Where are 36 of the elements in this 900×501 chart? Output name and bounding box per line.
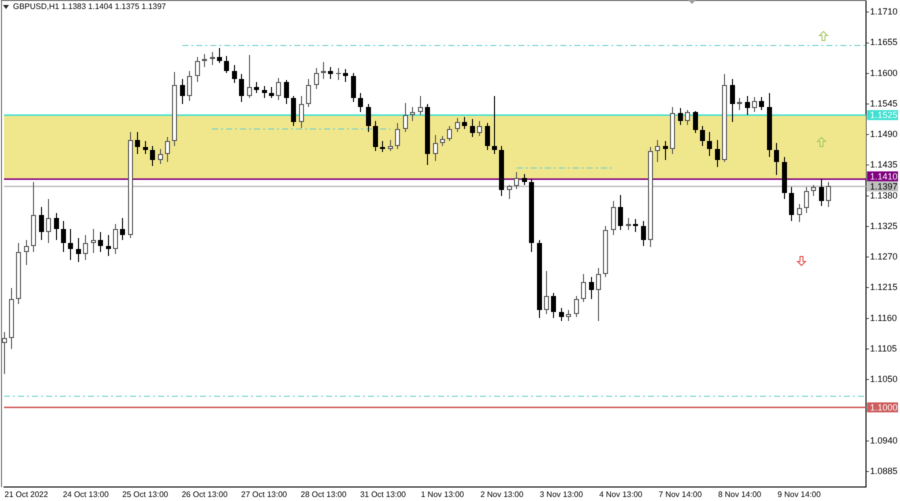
x-tick-label: 24 Oct 13:00 xyxy=(62,490,110,500)
x-tick-label: 8 Nov 14:00 xyxy=(718,490,762,500)
y-tick-label: 1.1710 xyxy=(870,6,898,17)
y-tick-label: 1.1160 xyxy=(870,312,897,323)
y-tick-label: 1.1545 xyxy=(870,98,898,108)
ref-line-label: 1.1525 xyxy=(870,110,898,120)
x-tick-label: 2 Nov 13:00 xyxy=(480,490,524,500)
x-tick-label: 21 Oct 2022 xyxy=(4,490,49,500)
chart-title: GBPUSD,H1 1.1383 1.1404 1.1375 1.1397 xyxy=(13,2,166,11)
x-tick-label: 7 Nov 14:00 xyxy=(658,490,702,500)
y-tick-label: 1.0885 xyxy=(870,466,898,476)
x-tick-label: 1 Nov 13:00 xyxy=(420,490,465,500)
x-tick-label: 28 Oct 13:00 xyxy=(300,490,347,500)
y-tick-label: 1.1490 xyxy=(870,129,898,140)
y-tick-label: 1.1050 xyxy=(870,374,898,384)
x-tick-label: 26 Oct 13:00 xyxy=(182,490,228,500)
y-tick-label: 1.1380 xyxy=(870,190,898,200)
y-tick-label: 1.1435 xyxy=(870,160,898,170)
y-tick-label: 1.1325 xyxy=(870,220,898,231)
ref-line-label: 1.1410 xyxy=(870,171,898,182)
ref-line-label: 1.1000 xyxy=(870,402,898,412)
candlestick xyxy=(492,96,497,154)
y-tick-label: 1.1270 xyxy=(870,252,898,262)
ref-line-label: 1.1397 xyxy=(870,181,898,192)
y-tick-label: 1.1600 xyxy=(870,68,898,78)
y-tick-label: 1.1105 xyxy=(870,343,897,354)
y-tick-label: 1.1215 xyxy=(870,282,898,292)
x-tick-label: 3 Nov 13:00 xyxy=(540,490,584,500)
x-tick-label: 27 Oct 13:00 xyxy=(241,490,288,500)
candlestick xyxy=(336,68,341,80)
y-tick-label: 1.0940 xyxy=(870,435,898,446)
x-tick-label: 9 Nov 14:00 xyxy=(778,490,822,500)
x-tick-label: 31 Oct 13:00 xyxy=(360,490,406,500)
x-tick-label: 4 Nov 13:00 xyxy=(599,490,643,500)
x-tick-label: 25 Oct 13:00 xyxy=(122,490,169,500)
y-tick-label: 1.1655 xyxy=(870,37,898,48)
